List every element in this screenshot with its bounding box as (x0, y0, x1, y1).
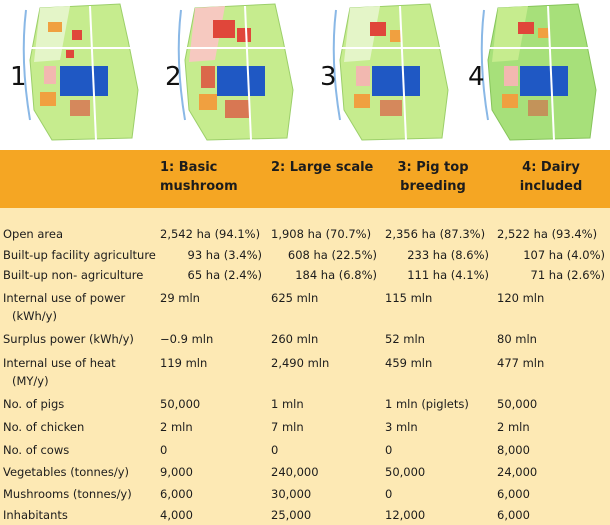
row-label: Built-up facility agriculture (3, 248, 156, 262)
table-cell: 477 mln (497, 356, 545, 370)
table-cell: 2 mln (497, 420, 530, 434)
table-cell: 9,000 (160, 465, 193, 479)
table-cell: 0 (385, 443, 393, 457)
column-header-line: included (519, 179, 583, 194)
table-cell: 29 mln (160, 291, 200, 305)
table-cell: 50,000 (497, 397, 538, 411)
table-cell: 80 mln (497, 332, 537, 346)
table-header (0, 150, 610, 208)
table-cell: 240,000 (271, 465, 319, 479)
column-header-line: 4: Dairy (522, 160, 580, 175)
table-cell: 65 ha (2.4%) (187, 268, 262, 282)
table-cell: 260 mln (271, 332, 319, 346)
row-label: No. of cows (3, 443, 70, 457)
table-cell: 625 mln (271, 291, 319, 305)
table-cell: 4,000 (160, 508, 193, 522)
scenario-map-2: 2 (155, 0, 307, 150)
table-cell: 120 mln (497, 291, 545, 305)
column-header-2: 2: Large scale (271, 158, 373, 177)
table-cell: 50,000 (160, 397, 201, 411)
scenario-maps: 1 2 3 (0, 0, 610, 150)
table-cell: 7 mln (271, 420, 304, 434)
column-header-4: 4: Dairy included (497, 158, 605, 196)
table-cell: 184 ha (6.8%) (295, 268, 377, 282)
table-cell: 12,000 (385, 508, 426, 522)
table-cell: 0 (160, 443, 168, 457)
table-cell: 30,000 (271, 487, 312, 501)
map-number: 3 (320, 62, 337, 92)
table-cell: 6,000 (497, 487, 530, 501)
table-cell: 459 mln (385, 356, 433, 370)
table-cell: 2 mln (160, 420, 193, 434)
table-cell: 107 ha (4.0%) (523, 248, 605, 262)
table-cell: 93 ha (3.4%) (187, 248, 262, 262)
table-cell: 0 (271, 443, 279, 457)
column-header-line: 3: Pig top (397, 160, 469, 175)
row-label: Vegetables (tonnes/y) (3, 465, 130, 479)
table-cell: 2,490 mln (271, 356, 330, 370)
table-cell: 71 ha (2.6%) (530, 268, 605, 282)
table-cell: 6,000 (497, 508, 530, 522)
table-body (0, 208, 610, 525)
table-cell: 50,000 (385, 465, 426, 479)
map-number: 1 (10, 62, 27, 92)
table-cell: 608 ha (22.5%) (287, 248, 377, 262)
column-header-1: 1: Basic mushroom (160, 158, 238, 196)
column-header-3: 3: Pig top breeding (385, 158, 481, 196)
site-plan-image (22, 3, 139, 141)
table-cell: 1 mln (piglets) (385, 397, 469, 411)
table-cell: 1,908 ha (70.7%) (271, 227, 372, 241)
row-label: Inhabitants (3, 508, 68, 522)
table-cell: 3 mln (385, 420, 418, 434)
table-cell: 6,000 (160, 487, 193, 501)
table-cell: 25,000 (271, 508, 312, 522)
site-plan-image (480, 3, 597, 141)
row-label: Internal use of heat (3, 356, 116, 370)
table-cell: 1 mln (271, 397, 304, 411)
table-cell: 119 mln (160, 356, 208, 370)
table-cell: 233 ha (8.6%) (407, 248, 489, 262)
scenario-map-1: 1 (0, 0, 152, 150)
row-label: Built-up non- agriculture (3, 268, 144, 282)
scenario-map-3: 3 (310, 0, 462, 150)
scenario-map-4: 4 (458, 0, 610, 150)
table-cell: 2,542 ha (94.1%) (160, 227, 261, 241)
table-cell: 0 (385, 487, 393, 501)
column-header-line: mushroom (160, 179, 238, 194)
row-label: No. of chicken (3, 420, 85, 434)
row-label: No. of pigs (3, 397, 65, 411)
table-cell: 8,000 (497, 443, 530, 457)
table-cell: −0.9 mln (160, 332, 214, 346)
row-label: Open area (3, 227, 64, 241)
table-cell: 2,356 ha (87.3%) (385, 227, 486, 241)
row-label: Internal use of power (3, 291, 126, 305)
row-label: Mushrooms (tonnes/y) (3, 487, 132, 501)
table-cell: 111 ha (4.1%) (407, 268, 489, 282)
column-header-line: breeding (400, 179, 466, 194)
row-label-unit: (kWh/y) (12, 309, 57, 323)
table-cell: 115 mln (385, 291, 433, 305)
column-header-line: 2: Large scale (271, 160, 374, 175)
table-cell: 2,522 ha (93.4%) (497, 227, 598, 241)
site-plan-image (332, 3, 449, 141)
row-label-unit: (MY/y) (12, 374, 49, 388)
site-plan-image (177, 3, 294, 141)
map-number: 4 (468, 62, 485, 92)
table-cell: 24,000 (497, 465, 538, 479)
row-label: Surplus power (kWh/y) (3, 332, 134, 346)
table-cell: 52 mln (385, 332, 425, 346)
map-number: 2 (165, 62, 182, 92)
column-header-line: 1: Basic (160, 160, 218, 175)
